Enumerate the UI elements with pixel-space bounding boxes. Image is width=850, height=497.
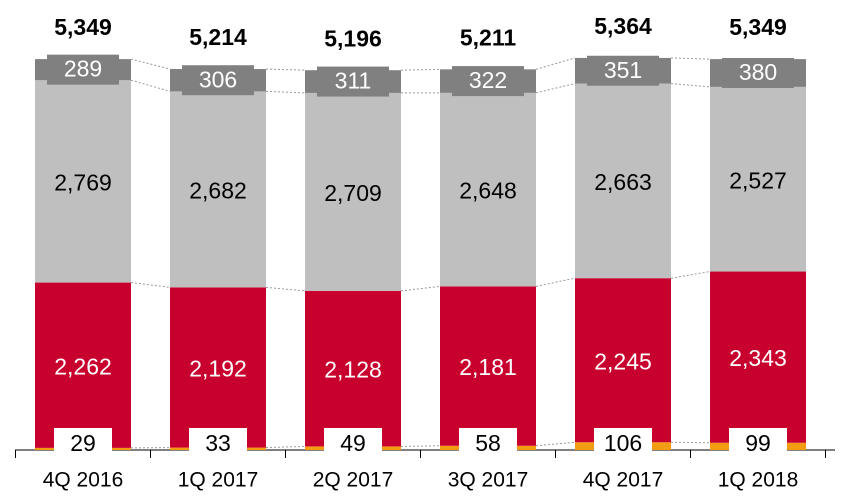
x-tick-label: 1Q 2018 <box>718 469 799 492</box>
connector <box>400 285 441 292</box>
connector <box>400 445 441 447</box>
total-label: 5,349 <box>729 14 787 40</box>
connector <box>670 271 711 279</box>
label-box <box>182 65 254 96</box>
label-box <box>722 57 794 88</box>
value-label: 2,769 <box>54 169 112 195</box>
x-tick-label: 1Q 2017 <box>178 469 259 492</box>
bar-segment <box>305 290 401 447</box>
value-label: 380 <box>739 59 777 85</box>
value-label: 311 <box>335 68 372 94</box>
bar-segment <box>440 92 536 287</box>
value-label: 306 <box>199 66 237 92</box>
x-tick-label: 4Q 2017 <box>583 469 664 492</box>
value-label: 58 <box>475 430 501 456</box>
label-box <box>587 55 659 86</box>
x-tick-label: 2Q 2017 <box>313 469 394 492</box>
connector <box>535 277 576 287</box>
total-label: 5,196 <box>324 25 382 51</box>
value-label: 99 <box>745 430 771 456</box>
bar-segment <box>710 271 806 443</box>
total-label: 5,349 <box>54 14 112 40</box>
connector <box>670 441 711 444</box>
value-label: 106 <box>604 430 642 456</box>
label-box <box>324 428 382 460</box>
label-box <box>54 428 112 460</box>
label-box <box>459 428 517 460</box>
connector <box>535 83 576 94</box>
value-label: 2,128 <box>324 357 382 383</box>
value-label: 49 <box>340 430 366 456</box>
value-label: 33 <box>205 430 231 456</box>
bar-segment <box>35 282 131 448</box>
label-box <box>452 66 524 97</box>
label-box <box>729 428 787 460</box>
label-box <box>594 428 652 460</box>
label-box <box>317 66 389 97</box>
value-label: 2,663 <box>594 169 652 195</box>
value-label: 2,682 <box>189 177 247 203</box>
total-label: 5,364 <box>594 13 652 39</box>
value-label: 2,709 <box>324 180 382 206</box>
bar-segment <box>170 91 266 288</box>
value-label: 2,262 <box>54 353 112 379</box>
connector <box>130 282 171 288</box>
connector <box>670 83 711 88</box>
bar-segment <box>440 286 536 446</box>
value-label: 2,343 <box>729 345 787 371</box>
bar-segment <box>710 86 806 272</box>
value-label: 2,181 <box>459 354 517 380</box>
value-label: 322 <box>469 67 507 93</box>
connector <box>400 68 441 71</box>
label-box <box>47 54 119 85</box>
total-label: 5,211 <box>460 24 516 50</box>
value-label: 2,245 <box>594 348 652 374</box>
value-label: 2,527 <box>729 167 787 193</box>
connector <box>265 286 306 292</box>
bar-segment <box>575 83 671 279</box>
x-tick-label: 3Q 2017 <box>448 469 529 492</box>
label-box <box>189 428 247 460</box>
connector <box>265 68 306 71</box>
connector <box>130 79 171 92</box>
value-label: 2,192 <box>189 356 247 382</box>
bar-segment <box>170 287 266 448</box>
bar-segment <box>35 80 131 283</box>
connector <box>535 57 576 70</box>
bar-segment <box>575 278 671 443</box>
connector <box>535 441 576 447</box>
value-label: 351 <box>604 57 642 83</box>
connector <box>265 445 306 449</box>
connector <box>265 90 306 94</box>
value-label: 29 <box>70 430 96 456</box>
value-label: 2,648 <box>459 178 517 204</box>
connector <box>130 58 171 70</box>
x-tick-label: 4Q 2016 <box>43 469 124 492</box>
value-label: 289 <box>64 56 102 82</box>
bar-segment <box>305 92 401 291</box>
connector <box>670 57 711 60</box>
total-label: 5,214 <box>189 24 247 50</box>
